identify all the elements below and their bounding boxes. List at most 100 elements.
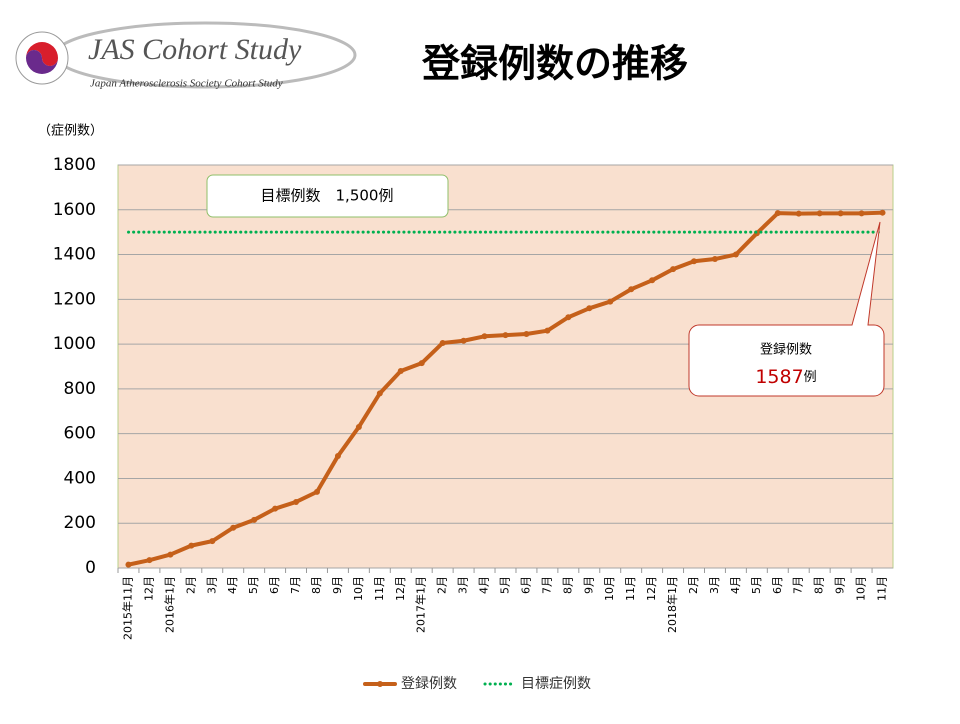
data-point	[774, 210, 781, 217]
data-point	[565, 314, 572, 321]
x-tick-label: 4月	[226, 576, 239, 594]
y-tick-label: 1400	[53, 245, 96, 265]
logo-title: JAS Cohort Study	[88, 33, 302, 66]
x-tick-label: 10月	[855, 576, 868, 601]
data-point	[586, 305, 593, 312]
x-tick-label: 12月	[142, 576, 155, 601]
x-tick-label: 9月	[331, 576, 344, 594]
data-point	[879, 209, 886, 216]
data-point	[272, 505, 279, 512]
data-point	[376, 390, 383, 397]
x-tick-label: 2016年1月	[162, 576, 176, 633]
x-tick-label: 7月	[792, 576, 805, 594]
x-tick-label: 7月	[540, 576, 553, 594]
data-point	[795, 210, 802, 217]
x-tick-label: 8月	[310, 576, 323, 594]
x-tick-label: 2月	[687, 576, 700, 594]
data-point	[209, 538, 216, 545]
data-point	[628, 286, 635, 293]
x-tick-label: 2015年11月	[120, 576, 134, 640]
data-point	[523, 331, 530, 338]
data-point	[188, 542, 195, 549]
callout	[688, 221, 885, 397]
data-point	[334, 453, 341, 460]
data-point	[167, 551, 174, 558]
x-tick-label: 4月	[729, 576, 742, 594]
data-point	[837, 210, 844, 217]
y-axis-label: （症例数）	[38, 124, 103, 139]
data-point	[230, 524, 237, 531]
x-tick-label: 7月	[289, 576, 302, 594]
x-tick-label: 9月	[834, 576, 847, 594]
data-point	[439, 339, 446, 346]
x-tick-label: 10月	[352, 576, 365, 601]
x-tick-label: 3月	[457, 576, 470, 594]
y-tick-label: 800	[64, 379, 96, 399]
logo: JAS Cohort Study Japan Atherosclerosis S…	[15, 21, 357, 90]
x-tick-label: 11月	[373, 576, 386, 601]
y-tick-label: 400	[64, 468, 96, 488]
data-point	[732, 251, 739, 258]
data-point	[670, 266, 677, 273]
x-tick-label: 5月	[750, 576, 763, 594]
x-tick-label: 12月	[645, 576, 658, 601]
data-point	[293, 498, 300, 505]
y-tick-label: 1200	[53, 289, 96, 309]
data-point	[460, 337, 467, 344]
data-point	[125, 561, 132, 568]
data-point	[418, 360, 425, 367]
x-tick-label: 2017年1月	[414, 576, 428, 633]
x-tick-label: 6月	[268, 576, 281, 594]
x-tick-label: 3月	[205, 576, 218, 594]
logo-red	[26, 42, 58, 66]
target-box	[206, 174, 449, 218]
logo-subtitle: Japan Atherosclerosis Society Cohort Stu…	[90, 78, 283, 90]
data-point	[397, 367, 404, 374]
legend: 登録例数 目標症例数	[363, 676, 591, 692]
x-tick-label: 12月	[394, 576, 407, 601]
data-point	[355, 423, 362, 430]
slide-title: 登録例数の推移	[421, 42, 688, 86]
data-point	[858, 210, 865, 217]
x-tick-label: 9月	[582, 576, 595, 594]
legend-label: 目標症例数	[521, 676, 591, 692]
y-tick-label: 1600	[53, 200, 96, 220]
data-point	[544, 327, 551, 334]
legend-label: 登録例数	[401, 676, 457, 692]
data-point	[816, 210, 823, 217]
x-tick-label: 5月	[499, 576, 512, 594]
x-tick-label: 8月	[813, 576, 826, 594]
x-tick-label: 8月	[561, 576, 574, 594]
target-label: 目標例数 1,500例	[261, 187, 394, 205]
x-tick-label: 3月	[708, 576, 721, 594]
legend-marker	[377, 681, 383, 687]
data-point	[146, 557, 153, 564]
y-tick-label: 0	[85, 558, 96, 578]
marks	[125, 209, 886, 568]
data-point	[711, 256, 718, 263]
y-tick-label: 200	[64, 513, 96, 533]
logo-purple	[26, 50, 58, 74]
x-tick-label: 6月	[519, 576, 532, 594]
callout-value-line: 1587例	[755, 366, 816, 388]
data-point	[607, 298, 614, 305]
data-point	[691, 258, 698, 265]
data-point	[481, 333, 488, 340]
x-tick-label: 2月	[436, 576, 449, 594]
callout-title: 登録例数	[760, 343, 812, 358]
x-tick-label: 2018年1月	[665, 576, 679, 633]
y-tick-label: 1800	[53, 155, 96, 175]
x-tick-label: 11月	[624, 576, 637, 601]
y-tick-label: 600	[64, 424, 96, 444]
data-point	[313, 488, 320, 495]
x-tick-label: 4月	[478, 576, 491, 594]
grid: 0 200 400 600 800 1000 1200 1400 1600 1800 2015年11…	[53, 155, 893, 640]
y-tick-label: 1000	[53, 334, 96, 354]
x-tick-label: 6月	[771, 576, 784, 594]
x-tick-label: 5月	[247, 576, 260, 594]
x-tick-label: 11月	[876, 576, 889, 601]
x-tick-label: 2月	[184, 576, 197, 594]
callout-unit: 例	[804, 370, 817, 385]
callout-value: 1587	[755, 366, 803, 388]
